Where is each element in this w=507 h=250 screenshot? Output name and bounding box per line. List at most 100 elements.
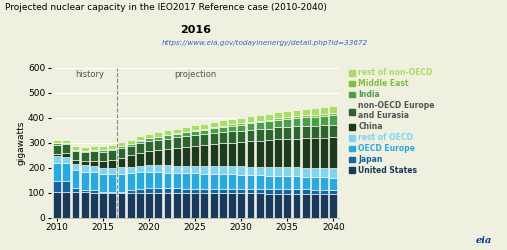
Bar: [228, 142, 236, 166]
Text: 2016: 2016: [179, 25, 211, 35]
Bar: [228, 124, 236, 126]
Bar: [118, 192, 125, 193]
Bar: [146, 165, 153, 172]
Bar: [146, 134, 153, 138]
Bar: [53, 192, 61, 218]
Bar: [99, 168, 107, 174]
Bar: [71, 192, 80, 218]
Bar: [228, 126, 236, 131]
Bar: [228, 131, 236, 142]
Text: https://www.eia.gov/todayinenergy/detail.php?id=33672: https://www.eia.gov/todayinenergy/detail…: [162, 40, 369, 46]
Bar: [265, 140, 273, 167]
Bar: [81, 192, 89, 218]
Bar: [320, 177, 328, 190]
Bar: [53, 143, 61, 144]
Bar: [99, 174, 107, 192]
Bar: [293, 194, 300, 218]
Bar: [99, 150, 107, 152]
Bar: [311, 138, 319, 168]
Bar: [173, 193, 180, 218]
Bar: [81, 147, 89, 150]
Bar: [118, 167, 125, 174]
Text: history: history: [75, 70, 104, 79]
Bar: [108, 145, 116, 149]
Bar: [228, 119, 236, 124]
Bar: [81, 190, 89, 192]
Bar: [53, 162, 61, 180]
Bar: [274, 176, 282, 189]
Bar: [210, 188, 218, 193]
Bar: [302, 189, 310, 194]
Bar: [155, 137, 162, 140]
Bar: [237, 118, 245, 123]
Bar: [200, 130, 208, 134]
Bar: [200, 145, 208, 166]
Bar: [164, 138, 171, 149]
Bar: [330, 115, 337, 124]
Bar: [283, 110, 291, 117]
Bar: [191, 166, 199, 173]
Bar: [311, 194, 319, 218]
Bar: [302, 138, 310, 168]
Bar: [311, 114, 319, 117]
Bar: [246, 166, 255, 175]
Bar: [293, 116, 300, 118]
Bar: [127, 166, 135, 173]
Bar: [71, 146, 80, 150]
Bar: [283, 117, 291, 119]
Bar: [81, 165, 89, 172]
Bar: [71, 150, 80, 151]
Bar: [320, 194, 328, 218]
Bar: [118, 158, 125, 167]
Bar: [182, 132, 190, 136]
Bar: [293, 138, 300, 167]
Bar: [90, 172, 98, 190]
Bar: [108, 192, 116, 193]
Bar: [99, 192, 107, 193]
Bar: [136, 172, 144, 189]
Bar: [246, 175, 255, 189]
Bar: [330, 124, 337, 137]
Bar: [127, 155, 135, 166]
Bar: [293, 110, 300, 116]
Bar: [127, 190, 135, 193]
Bar: [173, 137, 180, 148]
Bar: [191, 173, 199, 188]
Bar: [320, 125, 328, 138]
Bar: [265, 176, 273, 189]
Bar: [182, 193, 190, 218]
Bar: [108, 174, 116, 192]
Bar: [256, 193, 264, 218]
Bar: [265, 194, 273, 218]
Bar: [53, 144, 61, 154]
Bar: [274, 139, 282, 167]
Legend: rest of non-OECD, Middle East, India, non-OECD Europe
and Eurasia, China, rest o: rest of non-OECD, Middle East, India, no…: [349, 68, 435, 175]
Bar: [293, 118, 300, 126]
Bar: [219, 174, 227, 188]
Bar: [274, 127, 282, 139]
Bar: [237, 193, 245, 218]
Bar: [62, 140, 70, 143]
Bar: [246, 189, 255, 193]
Bar: [191, 130, 199, 131]
Bar: [219, 132, 227, 143]
Bar: [146, 151, 153, 165]
Bar: [108, 168, 116, 174]
Bar: [219, 143, 227, 166]
Bar: [293, 167, 300, 176]
Bar: [81, 172, 89, 190]
Bar: [173, 134, 180, 137]
Bar: [283, 167, 291, 176]
Bar: [256, 122, 264, 129]
Bar: [62, 181, 70, 192]
Bar: [173, 133, 180, 134]
Bar: [237, 142, 245, 166]
Bar: [191, 131, 199, 135]
Bar: [210, 128, 218, 133]
Bar: [237, 166, 245, 174]
Bar: [118, 146, 125, 148]
Bar: [210, 127, 218, 128]
Bar: [311, 190, 319, 194]
Bar: [274, 194, 282, 218]
Bar: [155, 132, 162, 136]
